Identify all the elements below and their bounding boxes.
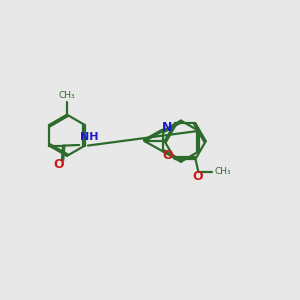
Text: O: O <box>193 169 203 183</box>
Text: N: N <box>162 121 173 134</box>
Text: O: O <box>162 149 173 162</box>
Text: CH₃: CH₃ <box>59 91 75 100</box>
Text: O: O <box>53 158 64 171</box>
Text: NH: NH <box>80 132 99 142</box>
Text: CH₃: CH₃ <box>214 167 231 176</box>
